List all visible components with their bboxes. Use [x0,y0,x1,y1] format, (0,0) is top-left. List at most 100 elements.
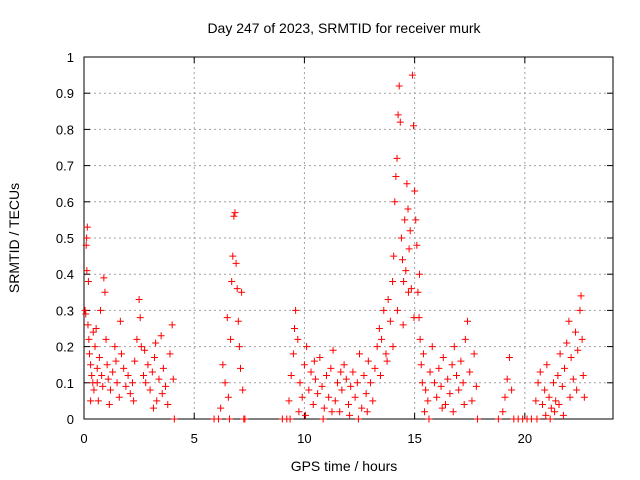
data-point [425,415,433,423]
data-point [353,379,361,387]
data-point [285,397,293,405]
data-point [569,375,577,383]
data-point [417,361,425,369]
data-point [494,415,502,423]
data-point [159,364,167,372]
data-point [346,411,354,419]
data-point [92,325,100,332]
data-point [309,401,317,409]
data-point [83,223,91,231]
y-tick-label: 0.7 [56,159,74,174]
data-point [576,306,584,314]
data-point [533,415,541,423]
data-point [235,343,243,351]
data-point [103,361,111,369]
x-tick-label: 5 [191,431,198,446]
data-point [503,375,511,383]
data-point [580,393,588,401]
y-tick-label: 0.9 [56,86,74,101]
data-point [536,368,544,376]
data-point [152,339,160,347]
y-tick-label: 0 [67,412,74,427]
data-point [169,375,177,383]
data-point [238,288,246,296]
data-point [236,364,244,372]
data-point [155,375,163,383]
data-point [403,180,411,188]
data-point [410,314,418,322]
data-point [448,361,456,369]
data-point [534,379,542,387]
data-point [336,408,344,416]
data-point [81,306,89,314]
data-point [444,375,452,383]
data-point [289,350,297,358]
data-point [561,364,569,372]
data-point [386,317,394,325]
data-point [421,408,429,416]
data-point [93,379,101,387]
data-point [362,390,370,398]
data-point [82,241,90,249]
data-point [124,372,132,380]
y-tick-label: 0.3 [56,303,74,318]
grid-lines [84,57,613,419]
data-point [310,357,318,365]
data-point [430,379,438,387]
data-point [392,172,400,180]
data-point [394,111,402,119]
x-tick-label: 0 [80,431,87,446]
data-point [414,288,422,296]
y-tick-label: 0.6 [56,195,74,210]
data-point [349,368,357,376]
data-point [84,321,92,329]
data-point [231,209,239,217]
data-point [565,317,573,325]
data-point [233,285,241,293]
data-point [162,382,170,390]
y-tick-label: 0.8 [56,122,74,137]
data-point [120,364,128,372]
data-point [94,397,102,405]
data-point [402,267,410,275]
data-point [446,390,454,398]
data-point [380,306,388,314]
data-point [468,397,476,405]
data-point [577,292,585,300]
x-tick-label: 20 [518,431,532,446]
y-tick-label: 0.4 [56,267,74,282]
data-point [148,368,156,376]
data-point [354,415,362,423]
data-point [131,357,139,365]
data-point [153,397,161,405]
data-point [102,335,110,343]
data-point [311,375,319,383]
data-point [340,361,348,369]
data-point [363,408,371,416]
data-point [322,372,330,380]
data-point [558,382,566,390]
data-point [345,401,352,409]
data-point [400,277,408,285]
data-point [401,216,409,224]
data-point [455,386,463,394]
data-point [554,372,562,380]
data-point [457,357,465,365]
data-point [295,408,303,416]
data-point [318,382,326,390]
data-point [546,415,554,423]
data-point [157,332,165,340]
data-point [449,408,457,416]
data-point [383,357,391,365]
data-point [404,205,412,213]
data-point [435,364,443,372]
data-point [382,350,390,358]
data-point [90,386,98,394]
data-point [303,343,311,351]
data-point [411,187,419,195]
data-point [422,386,430,394]
data-point [453,372,461,380]
data-point [89,328,97,336]
data-point [373,343,381,351]
data-point [532,397,540,405]
